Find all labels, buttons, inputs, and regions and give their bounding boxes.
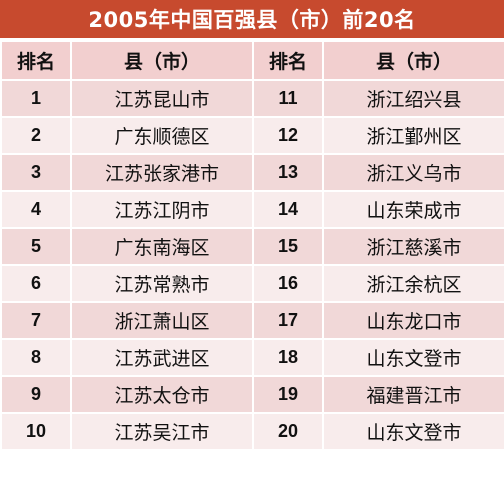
- table-row: 3 江苏张家港市 13 浙江义乌市: [0, 153, 504, 192]
- header-county-left: 县（市）: [70, 40, 254, 81]
- rank-cell: 19: [252, 375, 324, 414]
- table-row: 1 江苏昆山市 11 浙江绍兴县: [0, 79, 504, 118]
- rank-cell: 10: [0, 412, 72, 451]
- county-cell: 浙江鄞州区: [322, 116, 504, 155]
- rank-cell: 4: [0, 190, 72, 229]
- county-cell: 浙江慈溪市: [322, 227, 504, 266]
- county-cell: 浙江绍兴县: [322, 79, 504, 118]
- rank-cell: 20: [252, 412, 324, 451]
- rank-cell: 18: [252, 338, 324, 377]
- county-cell: 福建晋江市: [322, 375, 504, 414]
- county-cell: 山东龙口市: [322, 301, 504, 340]
- rank-cell: 17: [252, 301, 324, 340]
- county-cell: 浙江义乌市: [322, 153, 504, 192]
- county-cell: 江苏昆山市: [70, 79, 254, 118]
- rank-cell: 7: [0, 301, 72, 340]
- header-rank-right: 排名: [252, 40, 324, 81]
- rank-cell: 5: [0, 227, 72, 266]
- county-cell: 江苏太仓市: [70, 375, 254, 414]
- rank-cell: 11: [252, 79, 324, 118]
- county-cell: 山东文登市: [322, 412, 504, 451]
- rank-cell: 6: [0, 264, 72, 303]
- header-county-right: 县（市）: [322, 40, 504, 81]
- county-cell: 山东文登市: [322, 338, 504, 377]
- county-cell: 江苏吴江市: [70, 412, 254, 451]
- table-row: 5 广东南海区 15 浙江慈溪市: [0, 227, 504, 266]
- rank-cell: 12: [252, 116, 324, 155]
- rank-cell: 14: [252, 190, 324, 229]
- rank-cell: 3: [0, 153, 72, 192]
- county-cell: 山东荣成市: [322, 190, 504, 229]
- rank-cell: 1: [0, 79, 72, 118]
- table-row: 7 浙江萧山区 17 山东龙口市: [0, 301, 504, 340]
- table-row: 2 广东顺德区 12 浙江鄞州区: [0, 116, 504, 155]
- county-cell: 江苏张家港市: [70, 153, 254, 192]
- rank-cell: 16: [252, 264, 324, 303]
- rank-cell: 13: [252, 153, 324, 192]
- table-row: 6 江苏常熟市 16 浙江余杭区: [0, 264, 504, 303]
- county-cell: 江苏常熟市: [70, 264, 254, 303]
- rank-cell: 9: [0, 375, 72, 414]
- county-cell: 广东顺德区: [70, 116, 254, 155]
- header-row: 排名 县（市） 排名 县（市）: [0, 40, 504, 81]
- county-cell: 广东南海区: [70, 227, 254, 266]
- county-cell: 浙江余杭区: [322, 264, 504, 303]
- rank-cell: 15: [252, 227, 324, 266]
- table-row: 4 江苏江阴市 14 山东荣成市: [0, 190, 504, 229]
- ranking-table: 排名 县（市） 排名 县（市） 1 江苏昆山市 11 浙江绍兴县 2 广东顺德区…: [0, 40, 504, 451]
- table-row: 9 江苏太仓市 19 福建晋江市: [0, 375, 504, 414]
- table-title: 2005年中国百强县（市）前20名: [0, 0, 504, 38]
- county-cell: 江苏武进区: [70, 338, 254, 377]
- table-row: 8 江苏武进区 18 山东文登市: [0, 338, 504, 377]
- rank-cell: 8: [0, 338, 72, 377]
- county-cell: 江苏江阴市: [70, 190, 254, 229]
- table-row: 10 江苏吴江市 20 山东文登市: [0, 412, 504, 451]
- header-rank-left: 排名: [0, 40, 72, 81]
- county-cell: 浙江萧山区: [70, 301, 254, 340]
- rank-cell: 2: [0, 116, 72, 155]
